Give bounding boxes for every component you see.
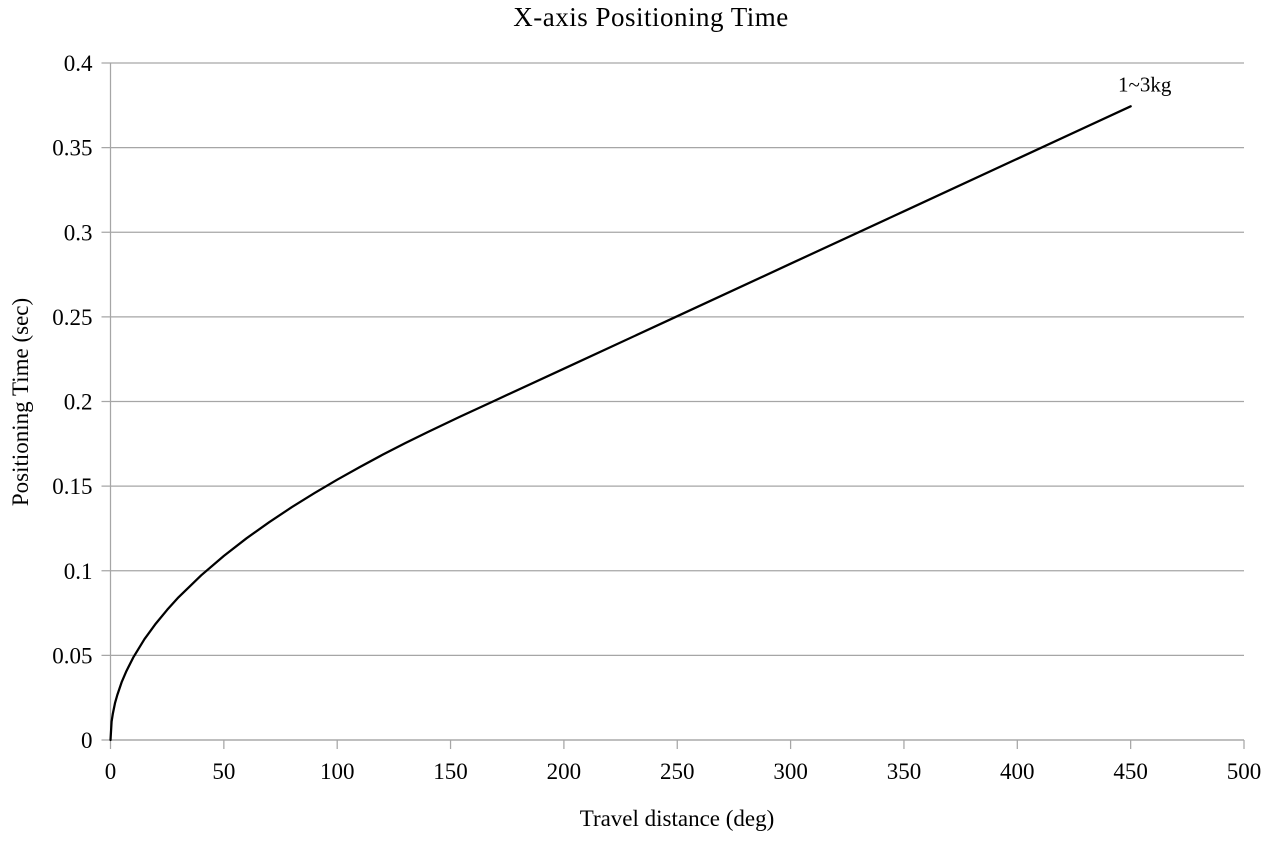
x-tick-label: 150 [433, 759, 468, 784]
x-tick-label: 100 [320, 759, 355, 784]
y-tick-label: 0.4 [64, 51, 93, 76]
y-tick-label: 0 [81, 728, 93, 753]
chart-title: X-axis Positioning Time [513, 2, 789, 32]
x-tick-label: 500 [1227, 759, 1262, 784]
series-line-1-3kg [109, 105, 1132, 742]
y-tick-label: 0.15 [52, 474, 92, 499]
y-tick-label: 0.05 [52, 643, 92, 668]
y-tick-label: 0.2 [64, 390, 93, 415]
x-axis-title: Travel distance (deg) [579, 806, 775, 831]
y-tick-label: 0.1 [64, 559, 93, 584]
x-tick-label: 350 [887, 759, 922, 784]
x-tick-label: 50 [212, 759, 235, 784]
x-tick-label: 300 [773, 759, 808, 784]
y-tick-label: 0.35 [52, 136, 92, 161]
y-tick-label: 0.3 [64, 220, 93, 245]
y-axis-title: Positioning Time (sec) [8, 297, 33, 507]
x-tick-label: 250 [660, 759, 695, 784]
x-tick-label: 200 [547, 759, 582, 784]
x-tick-label: 400 [1000, 759, 1035, 784]
y-tick-label: 0.25 [52, 305, 92, 330]
series-label: 1~3kg [1118, 72, 1172, 96]
x-tick-label: 450 [1113, 759, 1148, 784]
x-tick-label: 0 [105, 759, 117, 784]
